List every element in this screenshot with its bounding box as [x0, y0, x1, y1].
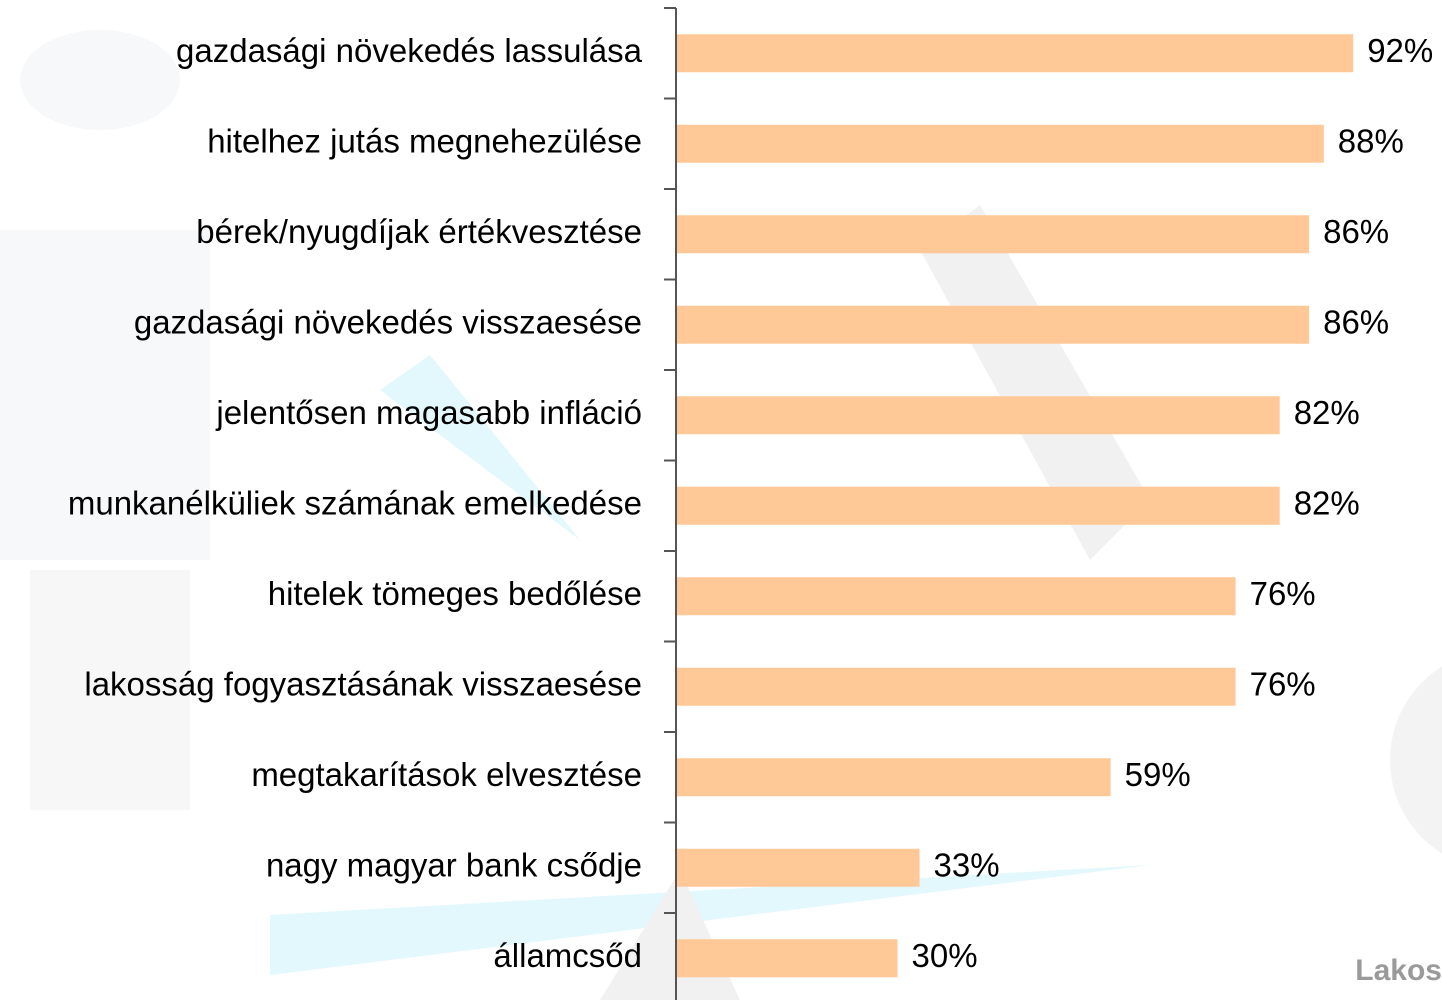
bar — [677, 215, 1310, 254]
category-label: lakosság fogyasztásának visszaesése — [84, 665, 642, 702]
bar — [677, 124, 1324, 163]
bar — [677, 848, 920, 887]
category-label: államcsőd — [493, 937, 642, 974]
value-label: 82% — [1294, 394, 1360, 431]
category-label: nagy magyar bank csődje — [266, 846, 642, 883]
category-label: megtakarítások elvesztése — [251, 756, 642, 793]
bar — [677, 577, 1236, 616]
value-label: 59% — [1125, 756, 1191, 793]
watermark: Lakos — [1355, 954, 1442, 987]
value-label: 33% — [934, 846, 1000, 883]
value-label: 86% — [1323, 213, 1389, 250]
category-label: hitelek tömeges bedőlése — [268, 575, 642, 612]
value-label: 82% — [1294, 484, 1360, 521]
bar — [677, 486, 1280, 525]
category-label: bérek/nyugdíjak értékvesztése — [196, 213, 642, 250]
category-label: gazdasági növekedés visszaesése — [134, 303, 642, 340]
category-label: jelentősen magasabb infláció — [215, 394, 642, 431]
bar — [677, 939, 898, 978]
value-label: 76% — [1250, 575, 1316, 612]
category-label: munkanélküliek számának emelkedése — [68, 484, 642, 521]
value-label: 30% — [912, 937, 978, 974]
category-label: hitelhez jutás megnehezülése — [207, 122, 642, 159]
category-label: gazdasági növekedés lassulása — [176, 32, 643, 69]
background-decoration — [0, 30, 1442, 1000]
bar — [677, 758, 1111, 797]
bar — [677, 667, 1236, 706]
value-label: 88% — [1338, 122, 1404, 159]
bar — [677, 396, 1280, 435]
value-label: 86% — [1323, 303, 1389, 340]
bar — [677, 34, 1354, 73]
value-label: 76% — [1250, 665, 1316, 702]
value-label: 92% — [1367, 32, 1433, 69]
bar — [677, 305, 1310, 344]
